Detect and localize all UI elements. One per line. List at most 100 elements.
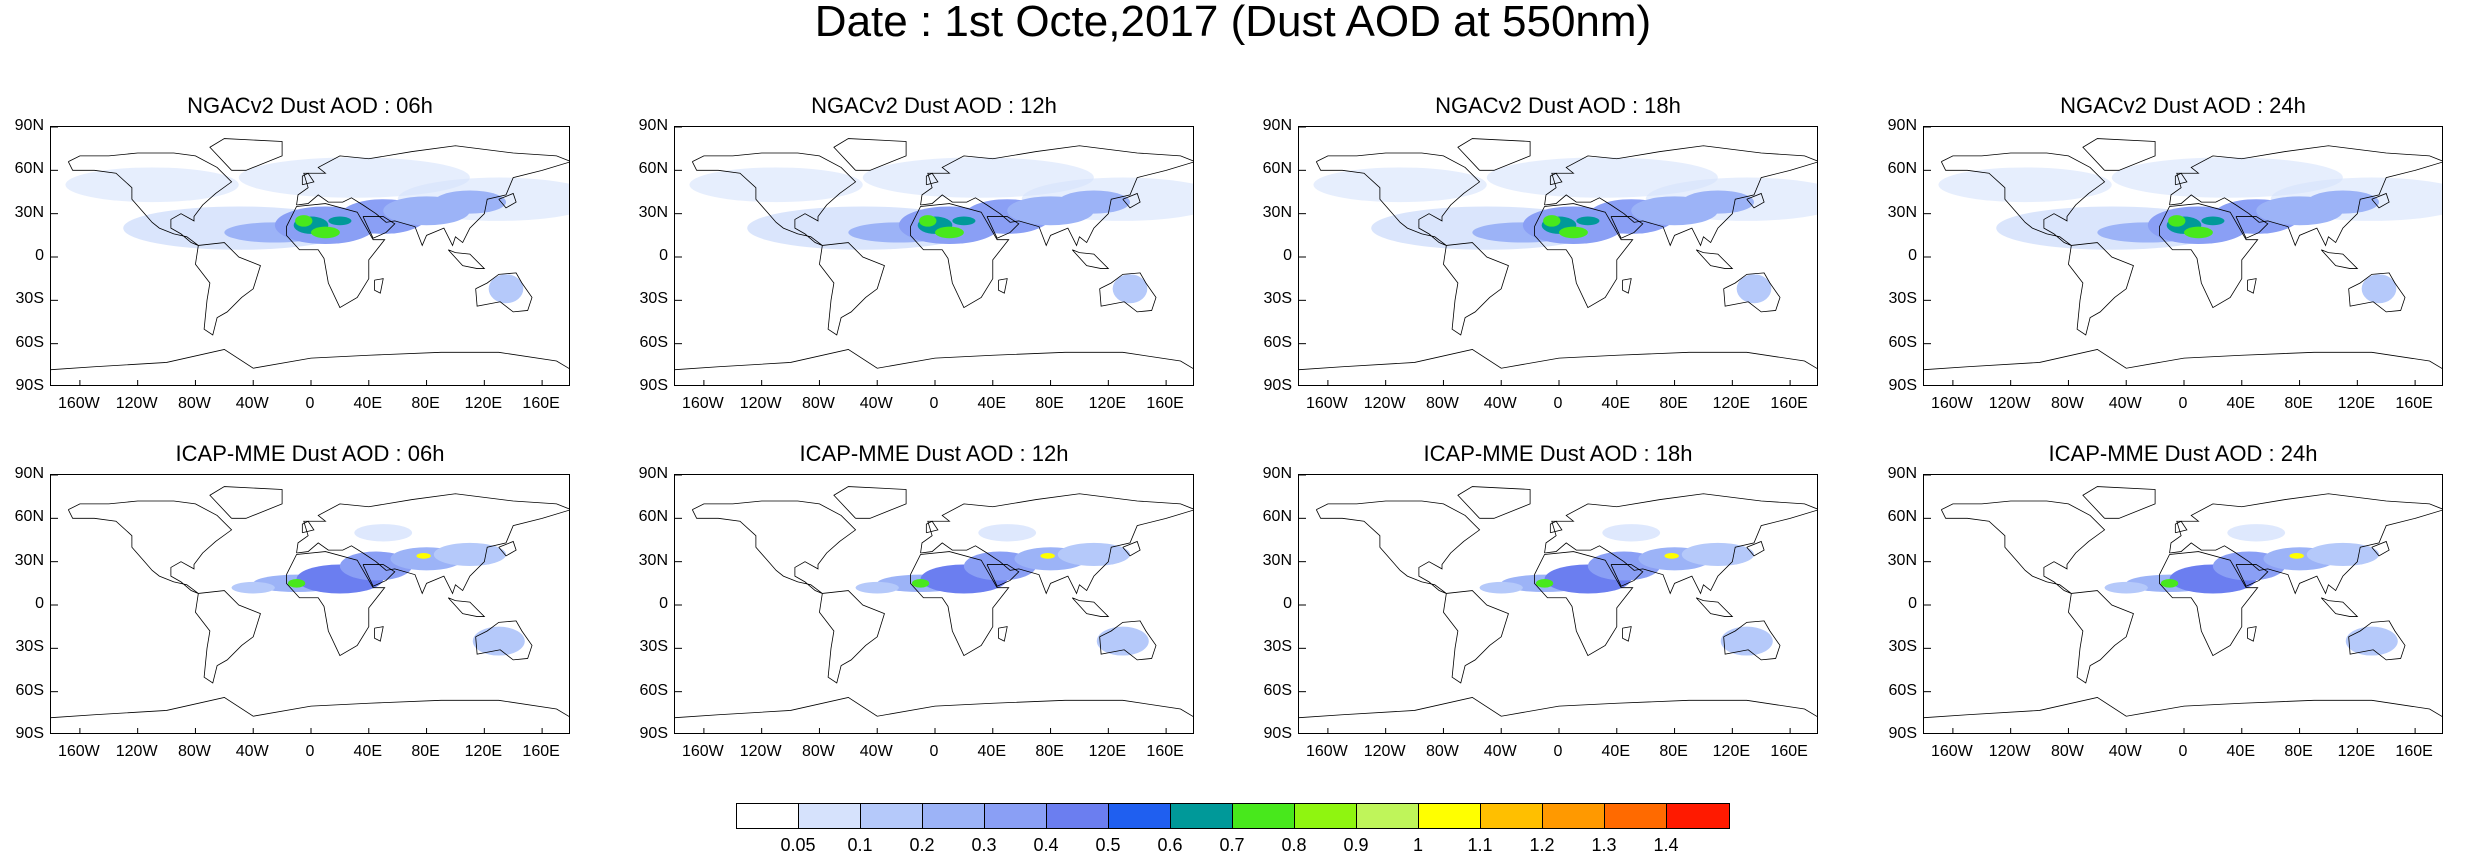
dust-aod-field xyxy=(433,542,506,566)
dust-aod-field xyxy=(311,226,340,239)
longitude-label: 80W xyxy=(177,743,211,760)
latitude-label: 30S xyxy=(639,290,668,308)
coastline xyxy=(1534,203,1634,309)
coastline xyxy=(2082,486,2156,519)
coastline xyxy=(691,500,857,594)
figure-title: Date : 1st Octe,2017 (Dust AOD at 550nm) xyxy=(814,0,1652,46)
coastline xyxy=(1299,697,1817,719)
dust-aod-field xyxy=(488,274,524,304)
longitude-label: 80E xyxy=(1659,743,1688,760)
latitude-label: 30S xyxy=(15,638,44,656)
coastline xyxy=(1443,242,1509,336)
coastline xyxy=(1099,272,1157,313)
colorbar xyxy=(736,803,1730,829)
longitude-label: 120W xyxy=(739,743,782,760)
longitude-label: 80W xyxy=(1425,395,1459,412)
dust-aod-field xyxy=(1576,216,1600,226)
latitude-label: 30N xyxy=(1887,203,1917,221)
latitude-label: 60N xyxy=(1262,160,1292,178)
longitude-label: 80W xyxy=(2050,395,2084,412)
coastline xyxy=(1622,278,1632,294)
longitude-label: 40E xyxy=(2226,743,2255,760)
coastline xyxy=(1549,520,1563,534)
longitude-label: 40E xyxy=(353,395,382,412)
colorbar-tick-label: 1.1 xyxy=(1467,835,1493,855)
coastline xyxy=(296,493,569,595)
coastline xyxy=(819,242,885,336)
world-map xyxy=(675,475,1193,733)
latitude-label: 30N xyxy=(14,551,44,569)
longitude-label: 80E xyxy=(2284,743,2313,760)
panel-title: NGACv2 Dust AOD : 18h xyxy=(1435,93,1681,118)
longitude-label: 40E xyxy=(977,743,1006,760)
world-map xyxy=(1299,127,1817,385)
latitude-label: 60N xyxy=(1887,508,1917,526)
colorbar-tick-label: 0.5 xyxy=(1095,835,1121,855)
map-panel: NGACv2 Dust AOD : 12h 90N 60N 30N 0 30S 60S 90S… xyxy=(624,94,1194,494)
coastline xyxy=(1610,564,1644,587)
latitude-label: 90S xyxy=(1263,377,1292,394)
dust-aod-field xyxy=(2160,579,2179,588)
longitude-label: 160E xyxy=(1146,743,1184,760)
dust-aod-field xyxy=(2104,581,2148,594)
latitude-label: 90N xyxy=(14,465,44,482)
panel-title: ICAP-MME Dust AOD : 18h xyxy=(1423,441,1693,466)
latitude-label: 90N xyxy=(1887,465,1917,482)
colorbar-swatch xyxy=(861,804,923,828)
colorbar-swatch xyxy=(1357,804,1419,828)
coastline xyxy=(1544,493,1817,595)
coastline xyxy=(1940,500,2106,594)
coastline xyxy=(2348,620,2406,661)
map-frame xyxy=(1923,126,2443,386)
latitude-label: 30S xyxy=(15,290,44,308)
coastline xyxy=(67,500,233,594)
latitude-label: 0 xyxy=(659,595,668,612)
longitude-label: 80E xyxy=(1035,743,1064,760)
longitude-label: 160W xyxy=(57,395,100,412)
coastline xyxy=(2247,278,2257,294)
coastline xyxy=(2159,203,2259,309)
colorbar-swatch xyxy=(1233,804,1295,828)
map-panel: ICAP-MME Dust AOD : 18h 90N 60N 30N 0 30S 60S 9… xyxy=(1248,442,1818,842)
longitude-label: 80W xyxy=(177,395,211,412)
colorbar-tick-label: 0.1 xyxy=(847,835,873,855)
longitude-label: 120W xyxy=(1363,395,1406,412)
longitude-label: 80W xyxy=(1425,743,1459,760)
map-panel: NGACv2 Dust AOD : 06h 90N 60N 30N 0 30S 60S 90S… xyxy=(0,94,570,494)
coastline xyxy=(925,520,939,534)
longitude-label: 160W xyxy=(1930,743,1973,760)
longitude-label: 160W xyxy=(681,743,724,760)
dust-aod-field xyxy=(2111,157,2343,198)
dust-aod-field xyxy=(689,167,863,203)
colorbar-swatch xyxy=(1543,804,1605,828)
latitude-label: 60S xyxy=(639,681,668,699)
latitude-label: 60N xyxy=(638,508,668,526)
dust-aod-field xyxy=(1681,190,1754,214)
colorbar-swatch xyxy=(923,804,985,828)
longitude-label: 160E xyxy=(1146,395,1184,412)
map-panel: ICAP-MME Dust AOD : 12h 90N 60N 30N 0 30S 60S 9… xyxy=(624,442,1194,842)
coastline xyxy=(362,564,396,587)
dust-aod-field xyxy=(855,581,899,594)
latitude-label: 0 xyxy=(1908,247,1917,264)
coastline xyxy=(1940,152,2106,246)
longitude-label: 160E xyxy=(2395,395,2433,412)
panel-title: ICAP-MME Dust AOD : 24h xyxy=(2048,441,2318,466)
coastline xyxy=(1071,597,1110,617)
coastline xyxy=(1544,145,1817,247)
dust-aod-field xyxy=(1664,553,1679,559)
latitude-label: 90S xyxy=(1263,725,1292,742)
coastline xyxy=(286,551,386,657)
dust-aod-field xyxy=(978,524,1037,542)
panel-title: NGACv2 Dust AOD : 06h xyxy=(187,93,433,118)
latitude-label: 90N xyxy=(1262,117,1292,134)
longitude-label: 40W xyxy=(2108,743,2142,760)
coastline xyxy=(2348,272,2406,313)
latitude-label: 60N xyxy=(638,160,668,178)
longitude-label: 120E xyxy=(1712,395,1751,412)
dust-aod-field xyxy=(2306,542,2379,566)
latitude-label: 60S xyxy=(639,333,668,351)
latitude-label: 90N xyxy=(1262,465,1292,482)
colorbar-swatch xyxy=(985,804,1047,828)
coastline xyxy=(195,242,261,336)
